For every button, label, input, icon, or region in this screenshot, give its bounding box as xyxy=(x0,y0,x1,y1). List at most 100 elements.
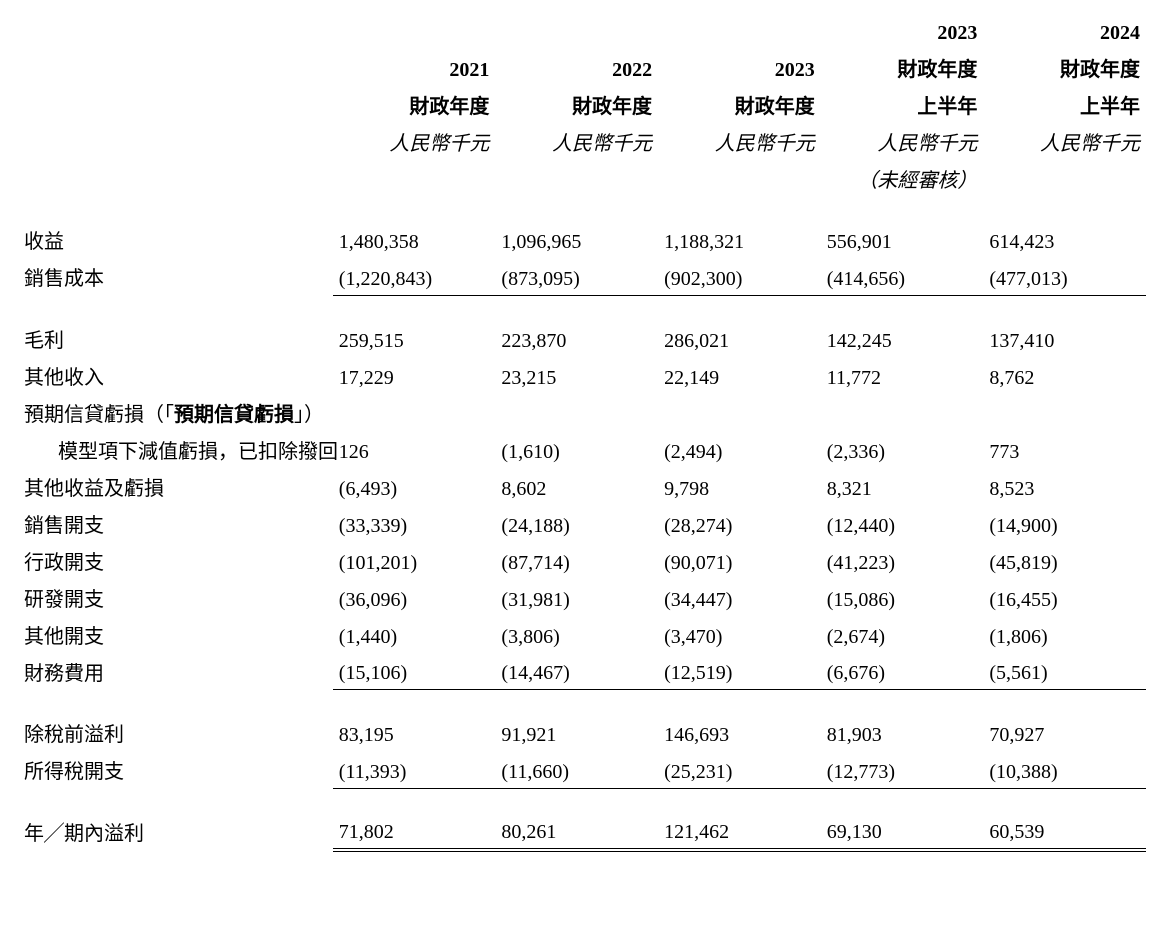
header-row-period: 財政年度 財政年度 財政年度 上半年 上半年 xyxy=(18,86,1146,123)
cell: (90,071) xyxy=(658,542,821,579)
cell: (2,674) xyxy=(821,616,984,653)
row-pbt: 除稅前溢利 83,195 91,921 146,693 81,903 70,92… xyxy=(18,714,1146,751)
cell: (1,806) xyxy=(983,616,1146,653)
col3-unit: 人民幣千元 xyxy=(658,123,821,160)
row-cost-of-sales: 銷售成本 (1,220,843) (873,095) (902,300) (41… xyxy=(18,258,1146,295)
cell: (12,773) xyxy=(821,751,984,788)
cell: (5,561) xyxy=(983,653,1146,690)
cell: (873,095) xyxy=(495,258,658,295)
label-ecl-head: 預期信貸虧損（「預期信貸虧損」） xyxy=(18,394,333,431)
cell: (11,393) xyxy=(333,751,496,788)
cell: 223,870 xyxy=(495,320,658,357)
cell: 146,693 xyxy=(658,714,821,751)
cell: 8,523 xyxy=(983,468,1146,505)
col3-year: 2023 xyxy=(658,49,821,86)
col2-unit: 人民幣千元 xyxy=(495,123,658,160)
cell: (902,300) xyxy=(658,258,821,295)
cell: (28,274) xyxy=(658,505,821,542)
row-other-exp: 其他開支 (1,440) (3,806) (3,470) (2,674) (1,… xyxy=(18,616,1146,653)
cell: (1,440) xyxy=(333,616,496,653)
cell: (15,086) xyxy=(821,579,984,616)
cell: (10,388) xyxy=(983,751,1146,788)
col5-year: 2024 xyxy=(983,18,1146,49)
col2-year: 2022 xyxy=(495,49,658,86)
cell: (33,339) xyxy=(333,505,496,542)
cell: (3,806) xyxy=(495,616,658,653)
label-other-exp: 其他開支 xyxy=(18,616,333,653)
cell: (14,900) xyxy=(983,505,1146,542)
col1-year: 2021 xyxy=(333,49,496,86)
cell: 1,096,965 xyxy=(495,221,658,258)
label-pbt: 除稅前溢利 xyxy=(18,714,333,751)
ecl-post: 」） xyxy=(294,404,324,426)
cell: (41,223) xyxy=(821,542,984,579)
label-selling-exp: 銷售開支 xyxy=(18,505,333,542)
col1-unit: 人民幣千元 xyxy=(333,123,496,160)
row-admin-exp: 行政開支 (101,201) (87,714) (90,071) (41,223… xyxy=(18,542,1146,579)
label-admin-exp: 行政開支 xyxy=(18,542,333,579)
ecl-pre: 預期信貸虧損（「 xyxy=(24,404,174,426)
cell: 80,261 xyxy=(495,813,658,850)
cell: (34,447) xyxy=(658,579,821,616)
row-revenue: 收益 1,480,358 1,096,965 1,188,321 556,901… xyxy=(18,221,1146,258)
cell: (12,440) xyxy=(821,505,984,542)
col1-line2: 財政年度 xyxy=(333,86,496,123)
cell: 126 xyxy=(333,431,496,468)
col4-line2: 財政年度 xyxy=(821,49,984,86)
ecl-bold: 預期信貸虧損 xyxy=(174,404,294,426)
cell: (3,470) xyxy=(658,616,821,653)
row-other-gl: 其他收益及虧損 (6,493) 8,602 9,798 8,321 8,523 xyxy=(18,468,1146,505)
col4-unit: 人民幣千元 xyxy=(821,123,984,160)
cell: 1,188,321 xyxy=(658,221,821,258)
cell: 8,602 xyxy=(495,468,658,505)
row-ecl-sub: 模型項下減值虧損，已扣除撥回 126 (1,610) (2,494) (2,33… xyxy=(18,431,1146,468)
cell: 142,245 xyxy=(821,320,984,357)
cell: (1,220,843) xyxy=(333,258,496,295)
cell: (31,981) xyxy=(495,579,658,616)
cell: 81,903 xyxy=(821,714,984,751)
label-gross-profit: 毛利 xyxy=(18,320,333,357)
cell: (25,231) xyxy=(658,751,821,788)
cell: (6,493) xyxy=(333,468,496,505)
label-net-profit: 年╱期內溢利 xyxy=(18,813,333,850)
cell: (14,467) xyxy=(495,653,658,690)
label-ecl-sub: 模型項下減值虧損，已扣除撥回 xyxy=(18,431,333,468)
label-other-gl: 其他收益及虧損 xyxy=(18,468,333,505)
cell: (87,714) xyxy=(495,542,658,579)
cell: 9,798 xyxy=(658,468,821,505)
cell: 8,321 xyxy=(821,468,984,505)
row-net-profit: 年╱期內溢利 71,802 80,261 121,462 69,130 60,5… xyxy=(18,813,1146,850)
label-other-income: 其他收入 xyxy=(18,357,333,394)
cell: (477,013) xyxy=(983,258,1146,295)
col5-unit: 人民幣千元 xyxy=(983,123,1146,160)
header-row-unit: 人民幣千元 人民幣千元 人民幣千元 人民幣千元 人民幣千元 xyxy=(18,123,1146,160)
cell: 70,927 xyxy=(983,714,1146,751)
income-statement-table: 2023 2024 2021 2022 2023 財政年度 財政年度 財政年度 … xyxy=(18,18,1146,852)
cell: 23,215 xyxy=(495,357,658,394)
row-other-income: 其他收入 17,229 23,215 22,149 11,772 8,762 xyxy=(18,357,1146,394)
col4-line2b: 上半年 xyxy=(821,86,984,123)
row-gross-profit: 毛利 259,515 223,870 286,021 142,245 137,4… xyxy=(18,320,1146,357)
header-row-note: （未經審核） xyxy=(18,160,1146,197)
cell: 137,410 xyxy=(983,320,1146,357)
cell: 8,762 xyxy=(983,357,1146,394)
cell: (45,819) xyxy=(983,542,1146,579)
row-finance-cost: 財務費用 (15,106) (14,467) (12,519) (6,676) … xyxy=(18,653,1146,690)
label-cost-of-sales: 銷售成本 xyxy=(18,258,333,295)
cell: (11,660) xyxy=(495,751,658,788)
cell: (1,610) xyxy=(495,431,658,468)
cell: 69,130 xyxy=(821,813,984,850)
header-row-year: 2021 2022 2023 財政年度 財政年度 xyxy=(18,49,1146,86)
cell: 17,229 xyxy=(333,357,496,394)
cell: 22,149 xyxy=(658,357,821,394)
cell: (36,096) xyxy=(333,579,496,616)
cell: (15,106) xyxy=(333,653,496,690)
cell: (16,455) xyxy=(983,579,1146,616)
cell: 286,021 xyxy=(658,320,821,357)
cell: 259,515 xyxy=(333,320,496,357)
cell: 773 xyxy=(983,431,1146,468)
col4-note: （未經審核） xyxy=(821,160,984,197)
cell: (2,336) xyxy=(821,431,984,468)
row-ecl-head: 預期信貸虧損（「預期信貸虧損」） xyxy=(18,394,1146,431)
cell: 614,423 xyxy=(983,221,1146,258)
